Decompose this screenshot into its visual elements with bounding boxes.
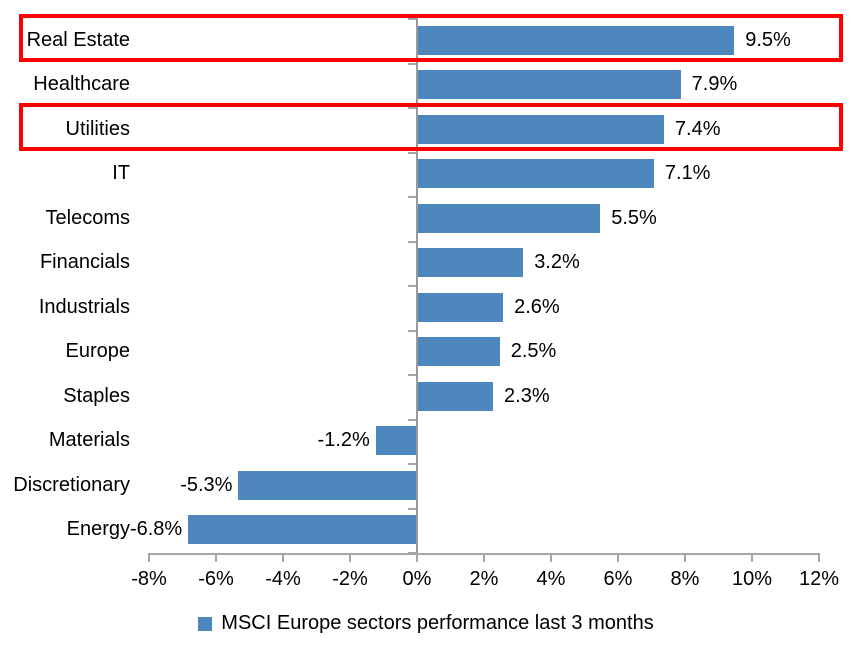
category-label-telecoms: Telecoms xyxy=(45,206,130,229)
x-axis-tick xyxy=(550,553,552,562)
y-axis-tick xyxy=(408,418,416,421)
x-axis-tick xyxy=(215,553,217,562)
x-tick-label: -8% xyxy=(131,568,167,590)
value-label-real-estate: 9.5% xyxy=(745,28,791,51)
y-axis-tick xyxy=(408,151,416,154)
category-label-it: IT xyxy=(112,162,130,185)
category-label-financials: Financials xyxy=(39,251,130,274)
y-axis-tick xyxy=(408,374,416,376)
bar-industrials xyxy=(416,292,504,322)
x-tick-label: 12% xyxy=(798,568,840,590)
x-tick-label: 2% xyxy=(469,568,499,590)
x-tick-label: 10% xyxy=(731,568,773,590)
y-axis-tick xyxy=(408,507,416,510)
category-label-materials: Materials xyxy=(48,429,130,452)
x-axis-tick xyxy=(751,553,753,562)
bar-materials xyxy=(375,426,416,456)
bar-discretionary xyxy=(238,470,416,500)
category-label-discretionary: Discretionary xyxy=(13,473,130,496)
x-tick-label: 0% xyxy=(402,568,432,590)
x-tick-label: 8% xyxy=(670,568,700,590)
value-label-energy: -6.8% xyxy=(129,518,183,541)
value-label-telecoms: 5.5% xyxy=(611,206,657,229)
y-axis-tick xyxy=(408,62,416,65)
bar-staples xyxy=(416,381,494,411)
bar-it xyxy=(416,159,654,189)
x-tick-label: 4% xyxy=(536,568,566,590)
category-label-europe: Europe xyxy=(65,340,131,363)
bar-energy xyxy=(188,515,416,545)
value-label-financials: 3.2% xyxy=(534,251,580,274)
value-label-industrials: 2.6% xyxy=(514,295,560,318)
highlight-box-utilities xyxy=(19,102,843,151)
bar-healthcare xyxy=(416,70,681,100)
value-label-utilities: 7.4% xyxy=(674,117,721,140)
y-axis-tick xyxy=(408,196,416,198)
bar-real-estate xyxy=(416,25,735,55)
y-axis-tick xyxy=(408,329,416,332)
value-label-materials: -1.2% xyxy=(317,429,370,452)
x-axis-tick xyxy=(617,553,619,562)
category-label-staples: Staples xyxy=(63,384,130,407)
category-label-utilities: Utilities xyxy=(65,117,130,140)
legend: MSCI Europe sectors performance last 3 m… xyxy=(0,612,852,635)
bar-financials xyxy=(416,248,524,278)
x-axis-tick xyxy=(483,553,485,562)
bar-utilities xyxy=(416,114,664,144)
x-axis-tick xyxy=(282,553,284,562)
category-label-real-estate: Real Estate xyxy=(26,28,130,51)
value-label-discretionary: -5.3% xyxy=(180,473,233,496)
x-axis-tick xyxy=(148,553,150,562)
y-axis-tick xyxy=(408,285,416,287)
highlight-box-real-estate xyxy=(19,13,843,62)
y-axis-tick xyxy=(408,240,416,243)
bar-europe xyxy=(416,337,500,367)
y-axis-tick xyxy=(408,463,416,465)
legend-label: MSCI Europe sectors performance last 3 m… xyxy=(221,612,654,634)
x-tick-label: -6% xyxy=(198,568,234,590)
x-axis-tick xyxy=(684,553,686,562)
category-label-industrials: Industrials xyxy=(38,295,130,318)
category-label-energy: Energy xyxy=(66,518,130,541)
zero-axis-line xyxy=(416,18,418,562)
y-axis-tick xyxy=(408,18,416,20)
value-label-healthcare: 7.9% xyxy=(691,73,738,96)
x-tick-label: -2% xyxy=(332,568,368,590)
bar-telecoms xyxy=(416,203,601,233)
value-label-europe: 2.5% xyxy=(510,340,557,363)
legend-marker-icon xyxy=(198,616,213,631)
value-label-it: 7.1% xyxy=(664,162,711,185)
x-tick-label: -4% xyxy=(265,568,301,590)
value-label-staples: 2.3% xyxy=(504,384,550,407)
x-axis-tick xyxy=(818,553,820,562)
category-label-healthcare: Healthcare xyxy=(33,73,130,96)
y-axis-tick xyxy=(408,107,416,109)
x-tick-label: 6% xyxy=(603,568,633,590)
x-axis-tick xyxy=(349,553,351,562)
x-axis-tick xyxy=(416,553,418,562)
